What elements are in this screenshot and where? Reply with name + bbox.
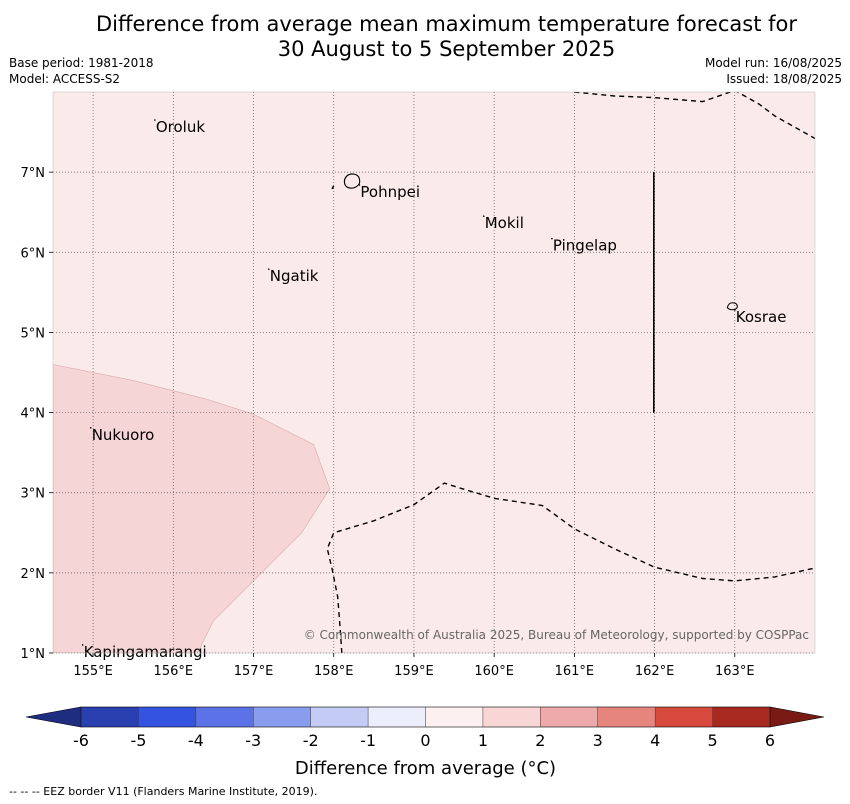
lon-tick-label: 163°E xyxy=(715,664,755,679)
place-label-oroluk: Oroluk xyxy=(156,118,205,136)
colorbar-tick-label: 1 xyxy=(478,731,488,750)
colorbar-bin xyxy=(425,707,483,727)
lon-tick-label: 156°E xyxy=(154,664,194,679)
colorbar-label: Difference from average (°C) xyxy=(295,758,556,779)
colorbar-bin xyxy=(482,707,541,727)
title-line-2: 30 August to 5 September 2025 xyxy=(277,37,616,61)
colorbar-tick-label: 5 xyxy=(707,731,717,750)
title-line-1: Difference from average mean maximum tem… xyxy=(96,12,797,36)
place-marker-ngatik xyxy=(267,268,270,270)
lon-tick-label: 160°E xyxy=(474,664,514,679)
colorbar-tick-label: -1 xyxy=(360,731,376,750)
colorbar-bin xyxy=(195,707,254,727)
place-marker-kosrae xyxy=(733,309,736,311)
colorbar-tick-label: 4 xyxy=(650,731,660,750)
colorbar-bin xyxy=(655,707,713,727)
colorbar-tick-label: 6 xyxy=(765,731,775,750)
colorbar-under-arrow xyxy=(25,706,82,728)
model-name: Model: ACCESS-S2 xyxy=(9,72,121,86)
map-area: Oroluk Pohnpei Mokil Pingelap Ngatik Kosrae Nu… xyxy=(21,91,816,679)
lat-tick-label: 3°N xyxy=(21,487,46,502)
colorbar-tick-label: 3 xyxy=(593,731,603,750)
eez-border xyxy=(326,482,815,653)
colorbar-bin xyxy=(540,707,598,727)
colorbar: -6 -5 -4 -3 -2 -1 0 1 2 3 4 5 6 Difference from avera… xyxy=(25,706,825,779)
place-label-nukuoro: Nukuoro xyxy=(92,426,155,444)
colorbar-bin xyxy=(81,707,139,727)
place-marker-oroluk xyxy=(154,119,156,121)
colorbar-tick-label: 2 xyxy=(535,731,545,750)
lat-tick-label: 1°N xyxy=(21,647,46,662)
lat-tick-label: 6°N xyxy=(21,246,46,261)
colorbar-bin xyxy=(368,707,426,727)
lon-tick-label: 157°E xyxy=(234,664,274,679)
place-label-pohnpei: Pohnpei xyxy=(360,183,420,201)
place-label-mokil: Mokil xyxy=(485,214,524,232)
lon-tick-label: 161°E xyxy=(555,664,595,679)
place-label-kosrae: Kosrae xyxy=(736,308,787,326)
model-run: Model run: 16/08/2025 xyxy=(704,56,842,70)
place-marker-nukuoro xyxy=(89,426,92,429)
colorbar-tick-label: -6 xyxy=(73,731,89,750)
map-title: Difference from average mean maximum tem… xyxy=(0,12,850,62)
colorbar-tick-label: -5 xyxy=(130,731,146,750)
lat-tick-label: 2°N xyxy=(21,567,46,582)
colorbar-bin xyxy=(712,707,770,727)
colorbar-bin xyxy=(138,707,196,727)
colorbar-bin xyxy=(310,707,369,727)
anomaly-region-1-to-2 xyxy=(53,364,331,653)
colorbar-bin xyxy=(597,707,656,727)
kosrae-island-outline xyxy=(726,302,738,311)
place-marker-kapingamarangi xyxy=(81,644,84,646)
eez-border-note: -- -- -- EEZ border V11 (Flanders Marine… xyxy=(9,785,318,798)
colorbar-tick-label: -2 xyxy=(303,731,319,750)
place-marker-pohnpei xyxy=(358,184,361,186)
pohnpei-island-outline xyxy=(343,173,361,189)
place-marker-mokil xyxy=(482,215,485,218)
lon-tick-label: 159°E xyxy=(394,664,434,679)
eez-border xyxy=(574,92,815,140)
lon-tick-label: 158°E xyxy=(314,664,354,679)
base-period: Base period: 1981-2018 xyxy=(9,56,154,70)
model-info: Base period: 1981-2018 Model: ACCESS-S2 xyxy=(9,55,154,87)
place-label-kapingamarangi: Kapingamarangi xyxy=(84,643,207,661)
colorbar-tick-label: 0 xyxy=(420,731,430,750)
issued-date: Issued: 18/08/2025 xyxy=(726,72,842,86)
colorbar-tick-label: -3 xyxy=(245,731,261,750)
colorbar-tick-label: -4 xyxy=(188,731,204,750)
place-label-ngatik: Ngatik xyxy=(270,267,319,285)
lon-tick-label: 162°E xyxy=(635,664,675,679)
lon-tick-label: 155°E xyxy=(73,664,113,679)
run-info: Model run: 16/08/2025 Issued: 18/08/2025 xyxy=(705,55,842,87)
colorbar-bin xyxy=(253,707,311,727)
copyright-text: © Commonwealth of Australia 2025, Bureau… xyxy=(304,628,809,642)
lat-tick-label: 5°N xyxy=(21,326,46,341)
map-frame xyxy=(52,91,816,654)
place-marker-pingelap xyxy=(551,237,553,240)
colorbar-over-arrow xyxy=(769,706,825,728)
eez-border-segment xyxy=(331,185,335,190)
place-label-pingelap: Pingelap xyxy=(553,237,617,255)
lat-tick-label: 7°N xyxy=(21,166,46,181)
lat-tick-label: 4°N xyxy=(21,407,46,422)
